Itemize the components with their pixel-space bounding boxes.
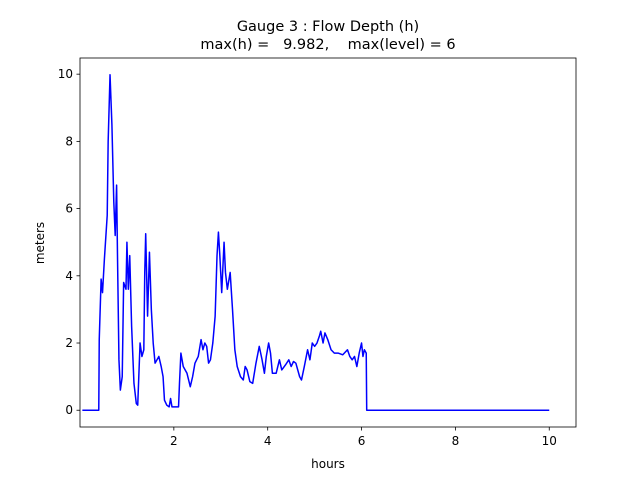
y-tick-label: 8 [65,134,73,148]
y-axis-label: meters [33,222,47,264]
x-tick-label: 4 [264,434,272,448]
chart-subtitle: max(h) = 9.982, max(level) = 6 [200,37,455,53]
x-tick-label: 8 [452,434,460,448]
x-tick-label: 10 [542,434,557,448]
x-tick-label: 2 [170,434,178,448]
y-tick-label: 4 [65,269,73,283]
y-tick-label: 10 [58,67,73,81]
chart-title: Gauge 3 : Flow Depth (h) [237,19,419,35]
plot-frame [79,57,577,428]
y-tick-label: 0 [65,403,73,417]
y-tick-label: 2 [65,336,73,350]
y-tick-label: 6 [65,202,73,216]
x-tick-label: 6 [358,434,366,448]
data-line [82,74,550,411]
x-axis-label: hours [311,457,345,471]
